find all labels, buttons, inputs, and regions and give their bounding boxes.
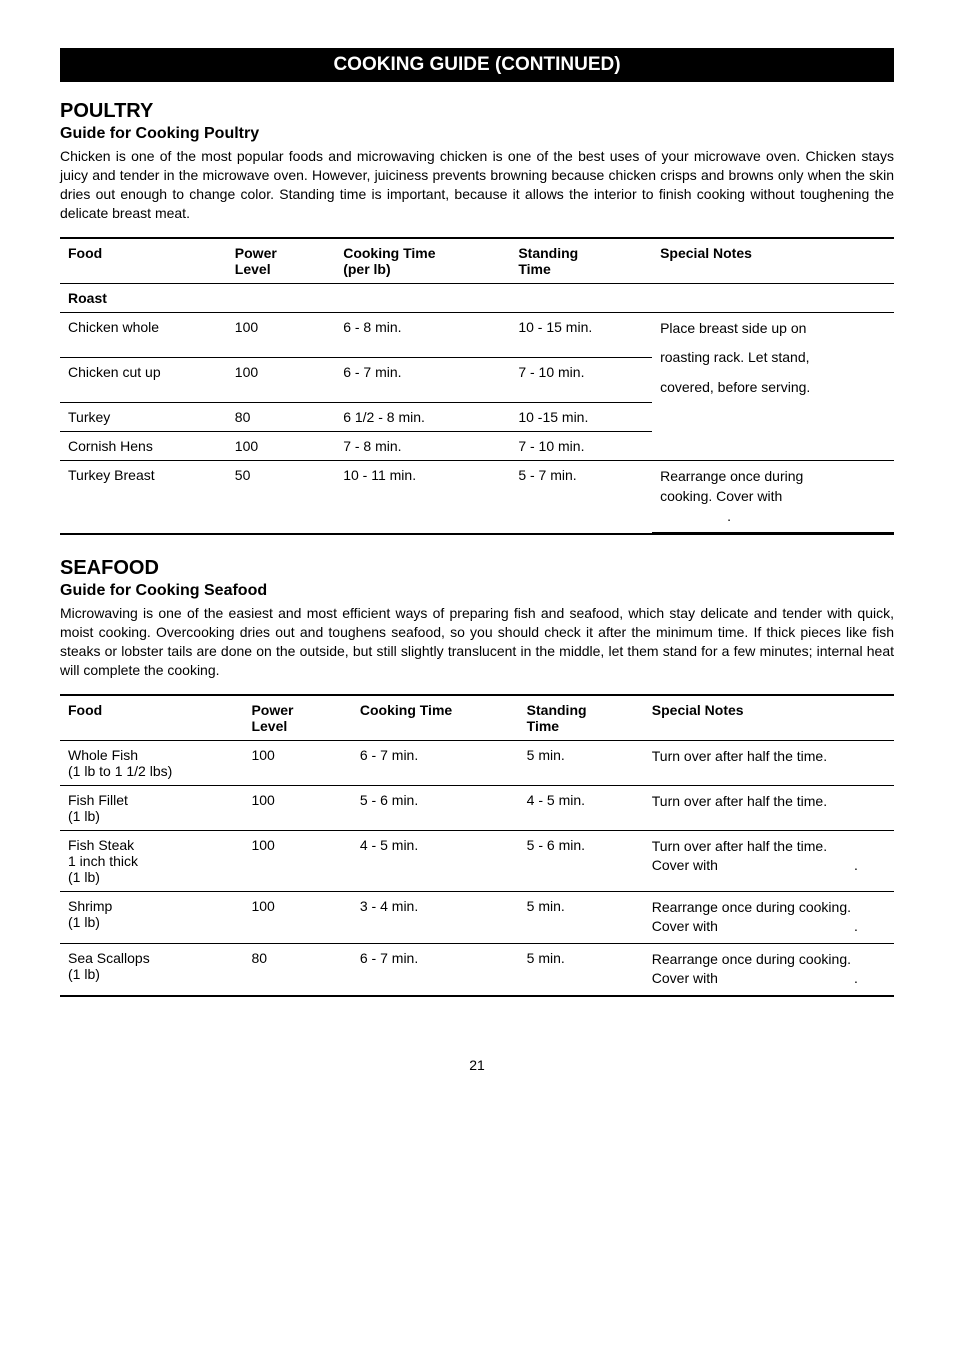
col-standing-2: Time <box>518 261 550 277</box>
cell-standing: 7 - 10 min. <box>510 432 652 461</box>
table-row: Fish Steak 1 inch thick (1 lb) 100 4 - 5… <box>60 831 894 892</box>
cell-food: Cornish Hens <box>60 432 227 461</box>
cell-standing: 5 min. <box>519 741 644 786</box>
page-number: 21 <box>60 1057 894 1073</box>
cell-power: 100 <box>227 432 335 461</box>
cell-power: 100 <box>227 358 335 403</box>
cell-food-1: Shrimp <box>68 898 239 914</box>
cell-power: 50 <box>227 461 335 532</box>
notes-line: . <box>660 507 798 527</box>
cell-power: 80 <box>243 944 351 996</box>
cell-standing: 5 min. <box>519 892 644 944</box>
cell-standing: 5 - 6 min. <box>519 831 644 892</box>
cell-time: 4 - 5 min. <box>352 831 519 892</box>
table-row: Cornish Hens 100 7 - 8 min. 7 - 10 min. <box>60 432 894 461</box>
cell-food: Chicken cut up <box>60 358 227 403</box>
cell-power: 100 <box>243 786 351 831</box>
notes-line: Turn over after half the time. <box>652 747 890 767</box>
cell-power: 80 <box>227 403 335 432</box>
notes-line: covered, before serving. <box>660 378 890 398</box>
col-power-2: Level <box>251 718 287 734</box>
col-standing-1: Standing <box>518 245 578 261</box>
notes-line: roasting rack. Let stand, <box>660 348 890 378</box>
cell-food-2: (1 lb) <box>68 966 239 982</box>
cell-power: 100 <box>243 892 351 944</box>
cell-food: Turkey Breast <box>60 461 227 532</box>
cell-time: 5 - 6 min. <box>352 786 519 831</box>
cell-time: 3 - 4 min. <box>352 892 519 944</box>
notes-line: Cover with . <box>652 969 890 989</box>
notes-line: Turn over after half the time. <box>652 792 890 812</box>
title-bar: COOKING GUIDE (CONTINUED) <box>60 48 894 82</box>
cell-standing: 7 - 10 min. <box>510 358 652 403</box>
cell-time: 6 - 8 min. <box>335 313 510 358</box>
cell-time: 6 - 7 min. <box>352 944 519 996</box>
cell-power: 100 <box>243 741 351 786</box>
notes-line: Rearrange once during <box>660 467 890 487</box>
cell-time: 7 - 8 min. <box>335 432 510 461</box>
poultry-heading: POULTRY <box>60 100 894 123</box>
poultry-paragraph: Chicken is one of the most popular foods… <box>60 147 894 223</box>
cell-standing: 5 min. <box>519 944 644 996</box>
col-power-1: Power <box>251 702 293 718</box>
table-header-row: Food Power Level Cooking Time (per lb) S… <box>60 239 894 284</box>
cell-food-2: (1 lb) <box>68 808 239 824</box>
cell-power: 100 <box>227 313 335 358</box>
seafood-sub-heading: Guide for Cooking Seafood <box>60 582 894 600</box>
col-food: Food <box>68 702 102 718</box>
cell-food: Chicken whole <box>60 313 227 358</box>
cell-time: 6 1/2 - 8 min. <box>335 403 510 432</box>
cell-standing: 4 - 5 min. <box>519 786 644 831</box>
cell-food-2: (1 lb to 1 1/2 lbs) <box>68 763 239 779</box>
poultry-table: Food Power Level Cooking Time (per lb) S… <box>60 237 894 536</box>
cell-food: Turkey <box>60 403 227 432</box>
notes-line: cooking. Cover with <box>660 487 890 507</box>
col-food: Food <box>68 245 102 261</box>
table-row: Turkey 80 6 1/2 - 8 min. 10 -15 min. <box>60 403 894 432</box>
cell-food-3: (1 lb) <box>68 869 239 885</box>
table-row: Whole Fish (1 lb to 1 1/2 lbs) 100 6 - 7… <box>60 741 894 786</box>
notes-line: Place breast side up on <box>660 319 890 349</box>
seafood-table: Food Power Level Cooking Time Standing T… <box>60 694 894 997</box>
col-time-2: (per lb) <box>343 261 390 277</box>
seafood-heading: SEAFOOD <box>60 557 894 580</box>
table-row: Sea Scallops (1 lb) 80 6 - 7 min. 5 min.… <box>60 944 894 996</box>
table-row: Chicken whole 100 6 - 8 min. 10 - 15 min… <box>60 313 894 358</box>
cell-time: 6 - 7 min. <box>335 358 510 403</box>
cell-food-1: Fish Fillet <box>68 792 239 808</box>
cell-standing: 10 -15 min. <box>510 403 652 432</box>
col-standing-2: Time <box>527 718 559 734</box>
roast-label: Roast <box>68 290 107 306</box>
cell-standing: 5 - 7 min. <box>510 461 652 532</box>
cell-food-1: Sea Scallops <box>68 950 239 966</box>
notes-line: Cover with . <box>652 917 890 937</box>
roast-row: Roast <box>60 284 894 313</box>
notes-line: Cover with . <box>652 856 890 876</box>
col-time-1: Cooking Time <box>343 245 435 261</box>
col-standing-1: Standing <box>527 702 587 718</box>
poultry-sub-heading: Guide for Cooking Poultry <box>60 125 894 143</box>
col-notes: Special Notes <box>652 702 744 718</box>
col-time: Cooking Time <box>360 702 452 718</box>
table-row: Fish Fillet (1 lb) 100 5 - 6 min. 4 - 5 … <box>60 786 894 831</box>
cell-standing: 10 - 15 min. <box>510 313 652 358</box>
cell-food-1: Fish Steak <box>68 837 239 853</box>
table-header-row: Food Power Level Cooking Time Standing T… <box>60 696 894 741</box>
cell-food-2: 1 inch thick <box>68 853 239 869</box>
cell-time: 10 - 11 min. <box>335 461 510 532</box>
cell-food-1: Whole Fish <box>68 747 239 763</box>
cell-time: 6 - 7 min. <box>352 741 519 786</box>
notes-line: Rearrange once during cooking. <box>652 898 890 918</box>
col-notes: Special Notes <box>660 245 752 261</box>
cell-power: 100 <box>243 831 351 892</box>
col-power-2: Level <box>235 261 271 277</box>
table-row: Shrimp (1 lb) 100 3 - 4 min. 5 min. Rear… <box>60 892 894 944</box>
seafood-paragraph: Microwaving is one of the easiest and mo… <box>60 604 894 680</box>
cell-food-2: (1 lb) <box>68 914 239 930</box>
notes-line: Turn over after half the time. <box>652 837 890 857</box>
col-power-1: Power <box>235 245 277 261</box>
table-row: Turkey Breast 50 10 - 11 min. 5 - 7 min.… <box>60 461 894 532</box>
notes-line: Rearrange once during cooking. <box>652 950 890 970</box>
